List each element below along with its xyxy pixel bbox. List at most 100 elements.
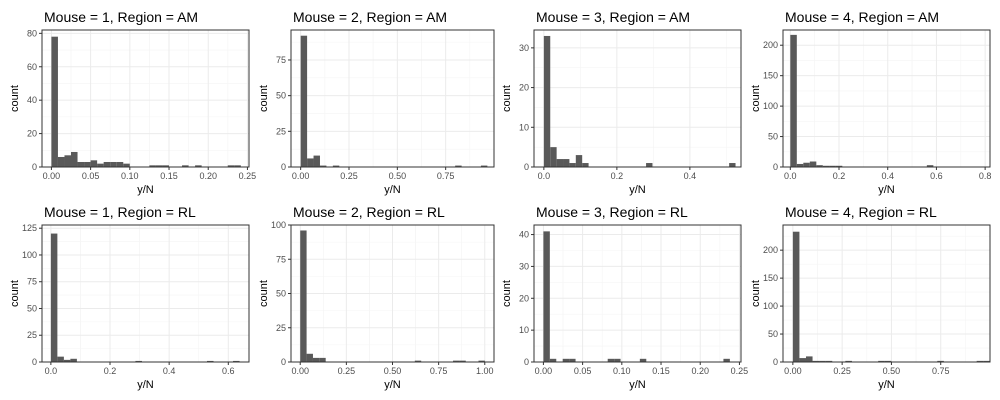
panel-background [783,225,990,362]
histogram-bar [569,163,576,167]
histogram-bar [822,165,830,167]
histogram-bar [51,36,58,168]
histogram-bar [50,233,58,362]
y-tick-label: 10 [519,325,529,335]
x-tick-label: 0.50 [389,171,407,181]
x-axis-label: y/N [629,379,646,391]
y-tick-label: 50 [276,91,286,101]
x-tick-label: 0.25 [833,366,851,376]
y-axis-label: count [501,85,513,112]
y-tick-label: 25 [276,126,286,136]
histogram-bar [884,360,892,362]
y-axis-label: count [750,85,762,112]
histogram-bar [829,165,836,167]
histogram-bar [453,360,460,362]
y-tick-label: 150 [763,273,778,283]
facet-panel: 0.00 0.25 0.50 0.75 0 50 100 150 200 Mouse = 4, R… [750,204,991,391]
facet-panel: 0.0 0.2 0.4 0 10 20 30 Mouse = 3, Region = AM y/… [501,9,742,196]
histogram-bar [57,156,65,167]
panel-background [42,30,249,167]
histogram-bar [799,358,806,362]
panel-background [534,225,741,362]
histogram-bar [149,165,156,167]
facet-panel: 0.00 0.25 0.50 0.75 0 25 50 75 Mouse = 2, Region… [258,9,495,196]
y-tick-label: 0 [524,357,529,367]
histogram-bar [796,163,804,167]
x-tick-label: 0.2 [104,366,117,376]
histogram-bar [300,35,308,168]
histogram-bar [195,165,202,167]
x-tick-label: 0.50 [384,366,402,376]
histogram-bar [123,163,130,167]
histogram-bar [97,163,104,167]
histogram-bar [57,356,64,362]
histogram-bar [312,357,320,362]
histogram-bar [319,357,326,362]
panel-border [782,29,991,168]
x-tick-label: 0.2 [611,171,624,181]
y-tick-label: 30 [519,43,529,53]
y-tick-label: 75 [276,254,286,264]
histogram-bar [569,358,576,362]
y-tick-label: 0 [32,357,37,367]
histogram-bar [562,358,570,362]
histogram-bar [227,165,235,167]
y-tick-label: 50 [276,289,286,299]
histogram-bar [646,163,653,167]
histogram-bar [332,165,340,167]
x-axis-label: y/N [384,184,401,196]
histogram-bar [300,230,307,362]
x-axis-label: y/N [878,184,895,196]
histogram-bar [805,356,813,362]
facet-panel: 0.0 0.2 0.4 0.6 0.8 0 50 100 150 200 Mouse = 4, Re… [750,9,991,196]
x-axis-label: y/N [137,184,154,196]
panel-background [534,30,741,167]
panel-background [291,30,494,167]
histogram-bar [723,358,730,362]
histogram-bar [575,155,583,167]
histogram-bar [478,360,485,362]
histogram-bar [816,165,823,167]
histogram-bar [563,159,570,167]
x-tick-label: 0.4 [684,171,697,181]
x-tick-label: 0.00 [784,366,802,376]
y-tick-label: 80 [27,28,37,38]
x-tick-label: 0.00 [535,366,553,376]
histogram-bar [414,360,422,362]
x-tick-label: 0.00 [292,171,310,181]
panel-background [42,225,249,362]
y-tick-label: 125 [22,223,37,233]
x-tick-label: 0.25 [731,366,749,376]
histogram-bar [182,165,189,167]
y-tick-label: 0 [524,162,529,172]
histogram-bar [155,165,163,167]
histogram-bar [926,165,934,167]
facet-panel: 0.00 0.25 0.50 0.75 1.00 0 25 50 75 100 Mouse = 2,… [258,204,495,391]
histogram-bar [878,360,885,362]
panel-border [782,224,991,363]
y-axis-label: count [750,280,762,307]
y-tick-label: 30 [519,261,529,271]
panel-title: Mouse = 1, Region = AM [44,9,198,25]
x-tick-label: 0.4 [881,171,894,181]
histogram-bar [90,160,98,167]
x-tick-label: 0.25 [239,171,257,181]
histogram-bar [614,358,621,362]
facet-panel: 0.0 0.2 0.4 0.6 0 25 50 75 100 125 Mouse = 1, Regi… [9,204,250,391]
histogram-bar [729,163,736,167]
histogram-bar [803,162,810,167]
y-tick-label: 25 [27,330,37,340]
x-tick-label: 0.0 [45,366,58,376]
y-axis-label: count [9,280,21,307]
x-tick-label: 0.10 [613,366,631,376]
y-tick-label: 100 [763,101,778,111]
y-tick-label: 100 [22,250,37,260]
x-tick-label: 0.10 [121,171,139,181]
x-tick-label: 0.20 [199,171,217,181]
x-tick-label: 0.75 [932,366,950,376]
x-tick-label: 0.00 [291,366,309,376]
histogram-bar [550,147,557,167]
histogram-bar [77,161,85,167]
histogram-bar [70,358,77,362]
